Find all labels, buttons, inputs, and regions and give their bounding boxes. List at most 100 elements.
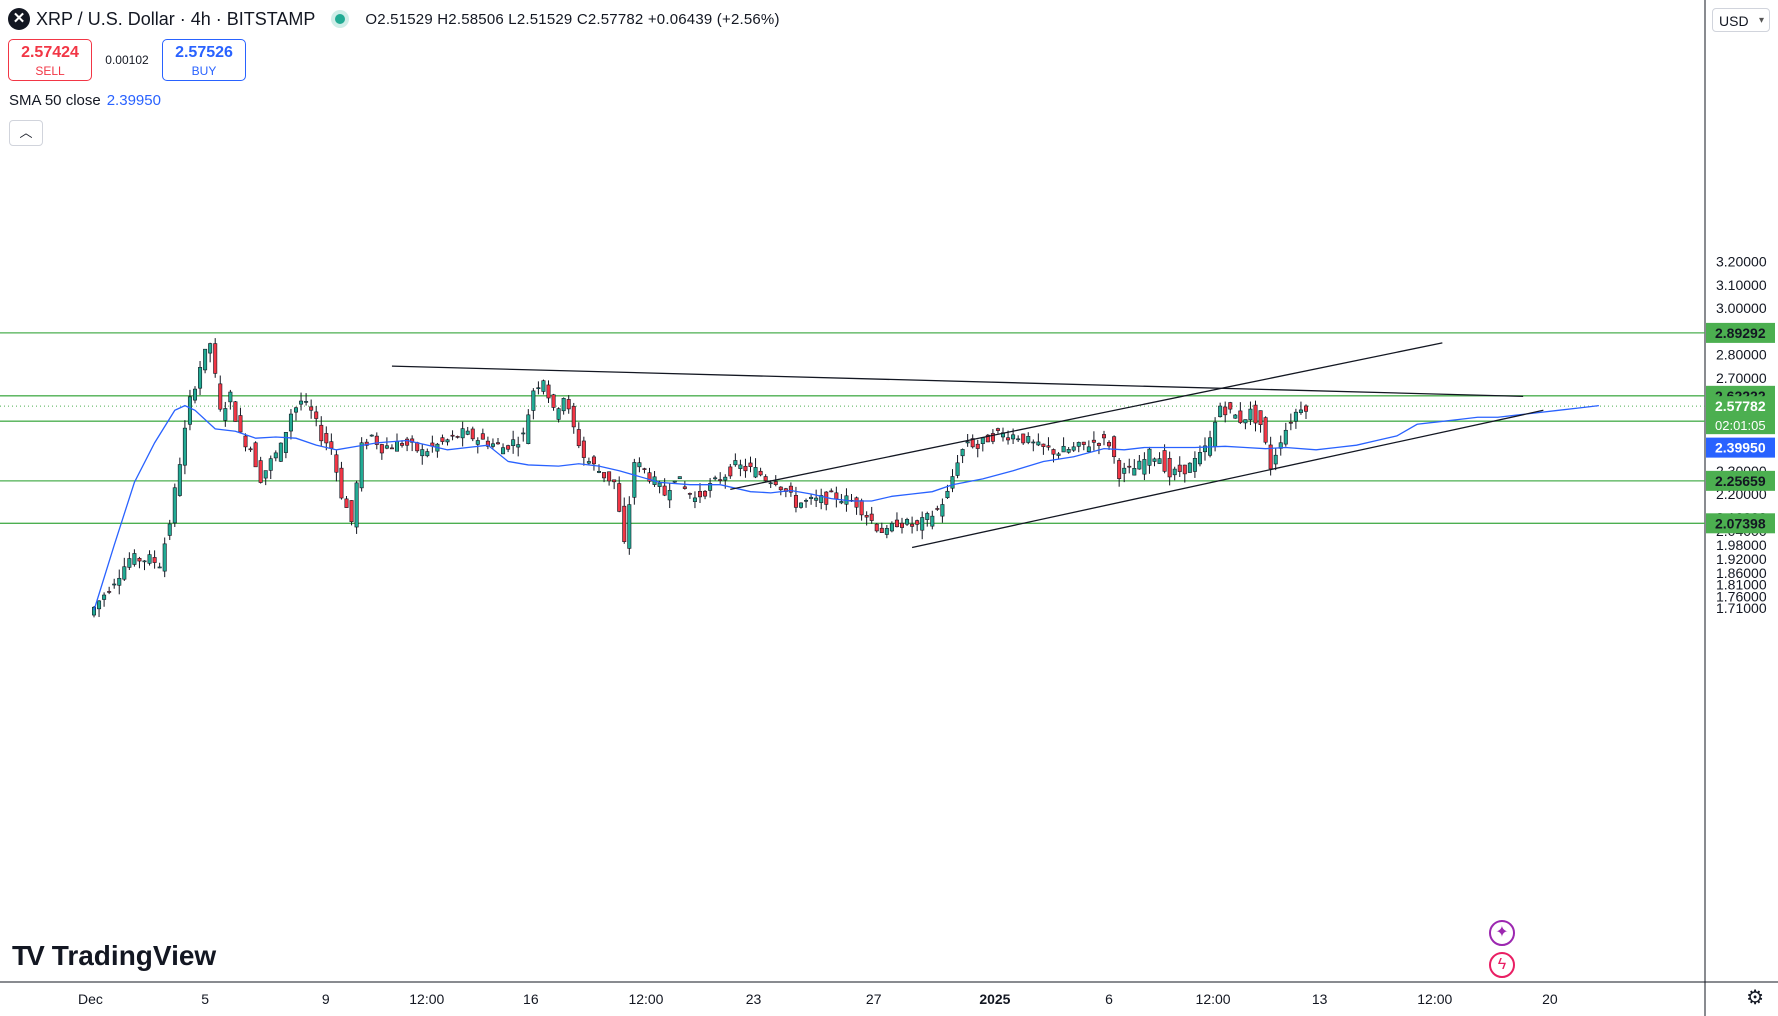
candle-body bbox=[455, 436, 460, 438]
candle-body bbox=[278, 442, 283, 462]
sell-price: 2.57424 bbox=[21, 44, 79, 61]
candle-body bbox=[733, 460, 738, 466]
candle-body bbox=[1298, 409, 1303, 413]
candle-body bbox=[713, 477, 718, 480]
candle-body bbox=[612, 479, 617, 483]
candle-body bbox=[1182, 464, 1187, 475]
x-tick-label: 16 bbox=[523, 991, 539, 1007]
x-tick-label: 6 bbox=[1105, 991, 1113, 1007]
candle-body bbox=[1031, 441, 1036, 444]
candle-body bbox=[137, 558, 142, 562]
candle-body bbox=[950, 476, 955, 489]
candle-body bbox=[945, 490, 950, 499]
y-tick-label: 1.81000 bbox=[1716, 577, 1767, 593]
candle-body bbox=[925, 513, 930, 520]
brand-name: TradingView bbox=[51, 940, 217, 971]
y-tick-label: 1.71000 bbox=[1716, 600, 1767, 616]
countdown-label: 02:01:05 bbox=[1715, 418, 1766, 433]
candle-body bbox=[1192, 458, 1197, 472]
candle-body bbox=[1081, 441, 1086, 445]
candle-body bbox=[374, 435, 379, 445]
symbol-title[interactable]: XRP / U.S. Dollar · 4h · BITSTAMP bbox=[36, 8, 316, 29]
candle-body bbox=[516, 444, 521, 448]
candle-body bbox=[667, 490, 672, 501]
candle-body bbox=[379, 444, 384, 454]
candle-body bbox=[1157, 458, 1162, 464]
gear-icon[interactable]: ⚙ bbox=[1746, 987, 1764, 1009]
candle-body bbox=[910, 523, 915, 527]
candle-body bbox=[400, 443, 405, 446]
candle-body bbox=[859, 500, 864, 516]
candle-body bbox=[1127, 465, 1132, 468]
candle-body bbox=[975, 443, 980, 449]
last-price-label-bg bbox=[1706, 396, 1775, 417]
candle-body bbox=[314, 411, 319, 419]
candle-body bbox=[1096, 443, 1101, 446]
candle-body bbox=[970, 438, 975, 448]
sma-label: SMA 50 close bbox=[9, 92, 101, 109]
last-price-label-countdown-bg bbox=[1706, 416, 1775, 435]
candle-body bbox=[460, 428, 465, 439]
candle-body bbox=[1036, 441, 1041, 446]
collapse-legend-button[interactable]: ︿ bbox=[9, 120, 43, 146]
currency-select[interactable]: USD ▾ bbox=[1712, 8, 1770, 32]
candle-body bbox=[1051, 449, 1056, 455]
candle-body bbox=[819, 495, 824, 503]
candle-body bbox=[253, 442, 258, 468]
candle-body bbox=[995, 428, 1000, 431]
sell-button[interactable]: 2.57424 SELL bbox=[8, 39, 92, 81]
y-tick-label: 2.70000 bbox=[1716, 370, 1767, 386]
x-tick-label: 13 bbox=[1312, 991, 1328, 1007]
candle-body bbox=[571, 405, 576, 428]
candle-body bbox=[602, 472, 607, 479]
candle-body bbox=[738, 464, 743, 469]
sma-value: 2.39950 bbox=[106, 92, 161, 109]
x-tick-label: 5 bbox=[201, 991, 209, 1007]
spread-value: 0.00102 bbox=[105, 53, 149, 67]
candle-body bbox=[920, 517, 925, 531]
candle-body bbox=[319, 424, 324, 442]
candle-body bbox=[1233, 414, 1238, 419]
candle-body bbox=[788, 485, 793, 493]
candle-body bbox=[1147, 448, 1152, 466]
level-price-label: 2.89292 bbox=[1715, 325, 1766, 341]
ohlc-values: O2.51529 H2.58506 L2.51529 C2.57782 +0.0… bbox=[365, 10, 780, 28]
candle-body bbox=[283, 432, 288, 453]
candle-body bbox=[445, 439, 450, 443]
candle-body bbox=[1061, 445, 1066, 453]
candle-body bbox=[97, 600, 102, 610]
candle-body bbox=[117, 577, 122, 586]
candle-body bbox=[309, 406, 314, 411]
candle-body bbox=[1102, 434, 1107, 439]
candle-body bbox=[405, 438, 410, 446]
x-tick-label: 12:00 bbox=[628, 991, 663, 1007]
candle-body bbox=[198, 367, 203, 389]
candle-body bbox=[798, 502, 803, 508]
candle-body bbox=[935, 508, 940, 510]
flash-alert-icon[interactable]: ϟ bbox=[1489, 952, 1515, 978]
candle-body bbox=[566, 399, 571, 410]
candle-body bbox=[940, 504, 945, 517]
candle-body bbox=[1187, 462, 1192, 473]
buy-button[interactable]: 2.57526 BUY bbox=[162, 39, 246, 81]
x-tick-label: 23 bbox=[746, 991, 762, 1007]
candle-body bbox=[773, 481, 778, 485]
candle-body bbox=[1086, 446, 1091, 452]
x-tick-label: Dec bbox=[78, 991, 103, 1007]
sma-legend[interactable]: SMA 50 close 2.39950 bbox=[9, 92, 161, 109]
candle-body bbox=[1071, 446, 1076, 451]
candle-body bbox=[440, 437, 445, 442]
ai-assistant-icon[interactable]: ✦ bbox=[1489, 920, 1515, 946]
candle-body bbox=[980, 437, 985, 444]
candle-body bbox=[753, 467, 758, 478]
candle-body bbox=[768, 482, 773, 485]
candle-body bbox=[299, 400, 304, 405]
candle-body bbox=[1006, 437, 1011, 441]
candle-body bbox=[955, 462, 960, 476]
y-tick-label: 1.92000 bbox=[1716, 551, 1767, 567]
candle-body bbox=[1021, 433, 1026, 444]
candle-body bbox=[985, 434, 990, 443]
candle-body bbox=[142, 560, 147, 563]
candle-body bbox=[839, 501, 844, 504]
